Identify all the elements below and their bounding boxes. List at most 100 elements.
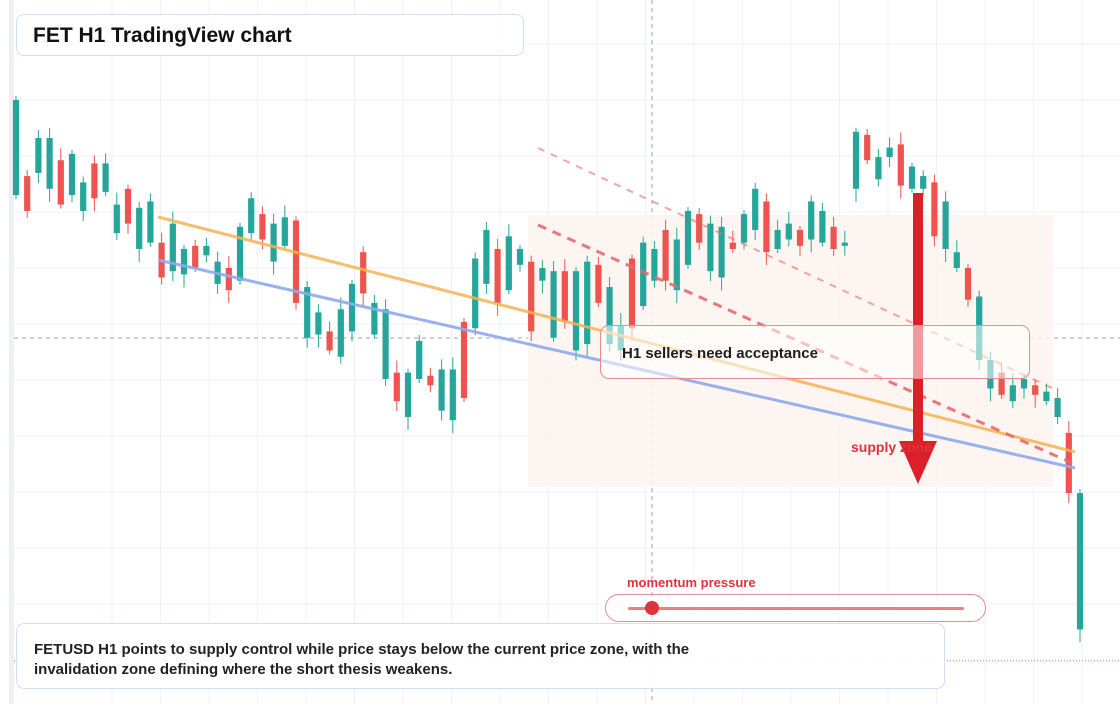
candle-body <box>584 261 591 345</box>
candle-body <box>1076 493 1084 630</box>
candle-body <box>180 248 188 275</box>
candle-body <box>640 242 647 307</box>
candle-body <box>259 214 266 240</box>
acceptance-callout: H1 sellers need acceptance <box>600 325 1030 379</box>
candle-body <box>595 264 602 303</box>
candle-body <box>684 210 692 265</box>
summary-line-2: invalidation zone defining where the sho… <box>34 661 453 678</box>
candle-body <box>864 134 871 161</box>
candle-body <box>696 214 703 243</box>
candle-body <box>225 268 232 291</box>
candle-body <box>942 201 949 249</box>
candle-body <box>808 201 815 240</box>
candle-body <box>24 176 31 211</box>
candle-body <box>774 229 781 249</box>
candle-body <box>404 372 412 417</box>
candle-body <box>472 258 479 329</box>
candle-body <box>360 252 367 294</box>
candle-body <box>91 163 98 199</box>
candle-body <box>1032 385 1039 395</box>
candle-body <box>908 166 916 189</box>
candle-body <box>35 138 42 173</box>
candle-body <box>528 261 535 332</box>
candle-body <box>46 138 53 189</box>
candle-body <box>304 287 311 338</box>
candle-body <box>460 321 468 398</box>
candle-body <box>606 287 613 345</box>
candle-body <box>785 223 792 240</box>
candle-body <box>292 220 300 303</box>
candle-body <box>550 271 557 338</box>
candle-body <box>270 223 277 262</box>
candle-body <box>796 229 804 246</box>
candle-body <box>382 309 389 379</box>
candle-body <box>830 226 837 249</box>
candle-body <box>102 163 109 192</box>
candle-body <box>393 372 400 402</box>
candle-body <box>236 226 244 281</box>
candle-body <box>539 268 546 281</box>
candle-body <box>315 312 322 335</box>
candle-body <box>483 229 490 284</box>
candle-body <box>1054 397 1061 417</box>
candle-body <box>1009 385 1016 402</box>
candle-body <box>80 182 87 211</box>
candle-body <box>707 223 714 272</box>
resistance-dashed-upper <box>537 147 1053 389</box>
candle-body <box>416 340 423 379</box>
candle-body <box>1020 378 1028 389</box>
candle-body <box>147 201 154 243</box>
momentum-track <box>628 607 964 610</box>
candle-body <box>427 375 434 386</box>
candle-body <box>57 160 64 205</box>
candle-body <box>931 182 938 237</box>
candle-body <box>124 188 132 224</box>
candle-body <box>12 100 20 196</box>
candle-body <box>516 248 524 265</box>
candle-body <box>662 229 669 281</box>
momentum-label: momentum pressure <box>627 575 756 590</box>
candle-body <box>729 242 736 249</box>
candle-body <box>248 198 255 234</box>
candle-body <box>998 372 1005 395</box>
candle-body <box>561 271 568 322</box>
candle-body <box>763 201 770 253</box>
momentum-pressure-bar <box>605 594 986 622</box>
candle-body <box>920 176 927 189</box>
candle-body <box>169 223 176 272</box>
candle-body <box>494 248 501 303</box>
candle-body <box>371 302 378 335</box>
candle-body <box>113 204 120 234</box>
candle-body <box>203 245 210 256</box>
candle-body <box>718 226 725 278</box>
candle-body <box>572 271 580 351</box>
supply-zone-label: supply zone <box>851 439 932 455</box>
candle-body <box>449 369 456 421</box>
candle-body <box>505 236 512 291</box>
candle-body <box>438 369 445 411</box>
candle-body <box>953 252 960 269</box>
candle-body <box>136 207 143 249</box>
candle-body <box>841 242 848 246</box>
candle-body <box>740 214 748 243</box>
candle-body <box>192 245 199 269</box>
chart-title: FET H1 TradingView chart <box>16 14 524 56</box>
candle-body <box>337 309 344 357</box>
candle-body <box>651 248 658 281</box>
candle-body <box>819 210 826 243</box>
price-scale-strip <box>9 0 14 704</box>
candle-body <box>1043 391 1050 402</box>
candle-body <box>875 157 882 180</box>
momentum-knob <box>644 601 659 615</box>
bearish-arrow-head <box>899 441 937 484</box>
summary-box: FETUSD H1 points to supply control while… <box>16 623 945 689</box>
candle-body <box>68 153 76 196</box>
candle-body <box>281 217 288 246</box>
candle-body <box>348 283 356 332</box>
candle-body <box>628 258 636 329</box>
candle-body <box>673 239 680 291</box>
candle-body <box>886 147 893 158</box>
summary-line-1: FETUSD H1 points to supply control while… <box>34 641 690 658</box>
candle-body <box>964 268 972 300</box>
candle-body <box>852 131 860 189</box>
